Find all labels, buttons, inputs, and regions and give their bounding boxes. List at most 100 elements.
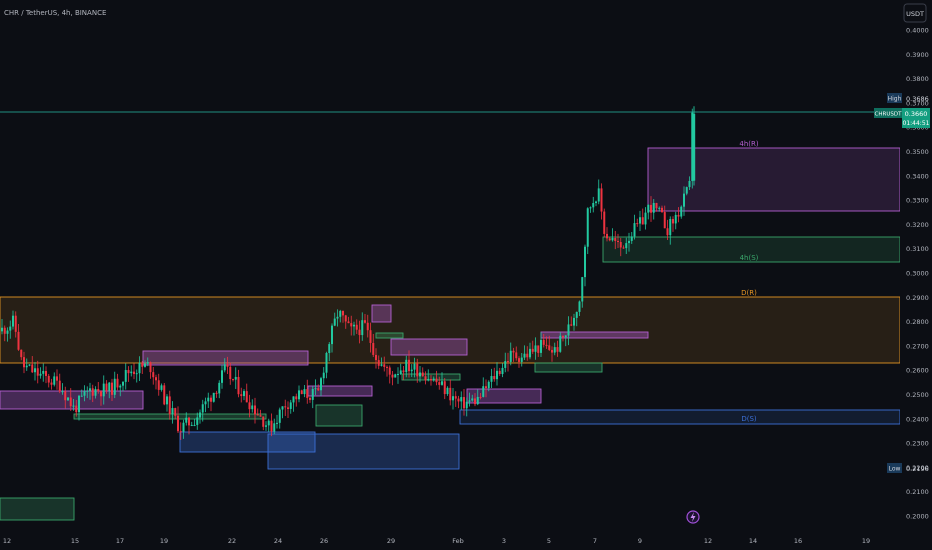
candle-body [685,187,688,194]
candle [677,207,680,223]
candle-body [435,378,438,383]
candle-body [372,342,375,355]
candle [339,309,342,323]
candle-body [611,237,614,241]
candle [529,342,531,360]
candle-body [416,363,419,377]
candles-layer [1,106,696,440]
candle-body [399,370,402,374]
candle-body [243,391,245,397]
candle-body [688,180,691,188]
candle [641,208,644,225]
candle [512,347,515,362]
candle-body [534,345,537,352]
candle [254,397,256,424]
price-tick-label: 0.2400 [906,415,929,423]
candle-body [394,374,397,378]
candle [322,367,325,385]
candle [584,244,586,287]
candle [526,346,529,361]
candle [595,200,597,207]
price-tick-label: 0.2700 [906,342,929,350]
candle-body [193,424,196,426]
zone-box [0,497,75,521]
candle-body [674,214,677,224]
candle-body [526,353,529,358]
candle [465,397,468,417]
candle [487,380,490,392]
candle-body [36,368,39,376]
candle-body [545,344,548,346]
time-axis[interactable]: 12 15 17 19 22 24 26 29 Feb 3 5 7 9 12 14 16 19 [0,530,932,550]
candle-body [177,415,179,432]
candle [449,379,452,406]
high-tag [887,93,902,103]
candle-body [133,371,135,374]
candle [644,207,647,230]
candle-body [248,402,251,410]
candle [36,360,39,384]
zone-box [179,431,316,453]
candle [394,373,397,378]
candle-body [553,347,556,353]
candle [416,358,419,383]
candle [237,369,240,398]
candle [636,218,639,227]
candle [6,327,9,342]
candle-body [628,240,630,244]
candle [116,373,119,391]
candle [507,352,509,372]
candle [23,351,25,374]
candle-body [419,372,421,377]
candle [633,214,636,240]
candle-body [460,397,463,402]
candle [226,356,229,374]
candle [369,322,372,353]
candle-body [78,395,80,413]
candle-body [1,327,3,332]
zone-box [540,331,649,339]
candle-body [25,365,28,368]
candle-body [152,372,155,378]
candle-body [254,405,256,415]
candle-body [190,424,193,426]
candle [168,390,171,420]
event-marker[interactable] [686,510,700,524]
candle [83,385,86,402]
candle [515,346,518,361]
candle-body [405,359,408,373]
candle-body [600,188,603,212]
symbol-title[interactable]: CHR / TetherUS, 4h, BINANCE [4,9,106,17]
candle-body [141,363,144,367]
candle-body [270,420,273,432]
candle-body [408,359,410,372]
candle-body [504,361,507,368]
currency-button[interactable] [903,3,927,23]
candle-body [490,376,493,382]
candle-body [441,381,443,385]
candle-body [320,378,322,391]
candle-body [342,310,344,316]
candle-body [226,364,229,367]
candle-body [512,350,515,353]
candle-body [540,339,542,353]
candle-body [160,385,163,390]
candle [658,206,661,212]
candle-body [641,217,644,225]
last-price-tag [902,108,930,128]
candle [267,418,270,432]
zone-box [534,362,603,373]
time-tick-label: 3 [502,537,506,545]
price-tick-label: 0.3400 [906,172,929,180]
candle-body [501,367,504,375]
candle [424,371,427,385]
candle-body [86,390,89,392]
price-axis[interactable]: 0.40000.39000.38000.37000.36000.35000.34… [874,0,932,530]
candle-body [361,320,364,336]
candle-body [595,201,597,203]
zone-box [466,388,542,404]
candle-body [42,371,45,374]
candle [463,389,465,416]
candle-body [658,207,661,209]
